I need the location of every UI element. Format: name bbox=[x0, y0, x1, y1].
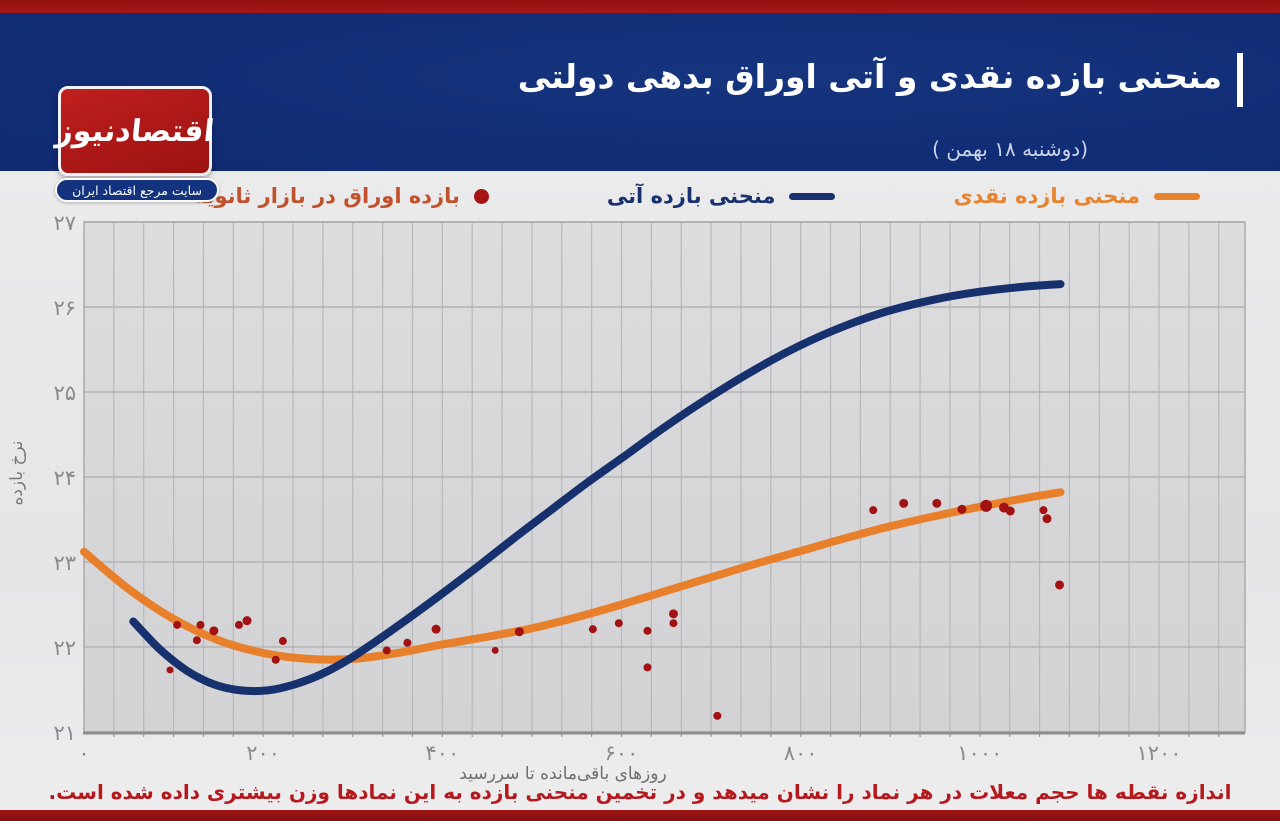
svg-text:۲۵: ۲۵ bbox=[53, 381, 76, 405]
page-title: منحنی بازده نقدی و آتی اوراق بدهی دولتی bbox=[517, 57, 1222, 96]
title-accent-bar bbox=[1237, 53, 1243, 107]
svg-text:۲۳: ۲۳ bbox=[53, 551, 76, 575]
svg-text:۲۷: ۲۷ bbox=[53, 215, 76, 235]
chart-footnote: اندازه نقطه ها حجم معلات در هر نماد را ن… bbox=[48, 780, 1232, 804]
svg-text:۴۰۰: ۴۰۰ bbox=[425, 741, 459, 765]
legend-label-secondary-market: بازده اوراق در بازار ثانویه bbox=[193, 184, 460, 208]
svg-text:۶۰۰: ۶۰۰ bbox=[605, 741, 639, 765]
legend: منحنی بازده نقدی منحنی بازده آتی بازده ا… bbox=[0, 176, 1240, 216]
logo-tagline: سایت مرجع اقتصاد ایران bbox=[72, 182, 202, 198]
logo-text: اقتصادنیوز bbox=[54, 113, 216, 149]
svg-text:۲۲: ۲۲ bbox=[53, 636, 76, 660]
date-label: (دوشنبه ۱۸ بهمن ) bbox=[932, 137, 1088, 161]
svg-text:روزهای باقی‌مانده تا سررسید: روزهای باقی‌مانده تا سررسید bbox=[459, 764, 666, 784]
logo: اقتصادنیوز bbox=[54, 86, 216, 176]
svg-text:۲۶: ۲۶ bbox=[53, 296, 76, 320]
top-red-strip bbox=[0, 0, 1280, 13]
logo-tagline-pill: سایت مرجع اقتصاد ایران bbox=[55, 178, 219, 202]
svg-text:۲۴: ۲۴ bbox=[53, 466, 76, 490]
legend-label-cash-curve: منحنی بازده نقدی bbox=[953, 184, 1140, 208]
legend-item-forward-curve: منحنی بازده آتی bbox=[607, 184, 836, 208]
header-banner: منحنی بازده نقدی و آتی اوراق بدهی دولتی … bbox=[0, 13, 1280, 171]
svg-text:۸۰۰: ۸۰۰ bbox=[784, 741, 818, 765]
svg-text:۱۲۰۰: ۱۲۰۰ bbox=[1136, 741, 1181, 765]
legend-item-secondary-market: بازده اوراق در بازار ثانویه bbox=[194, 184, 489, 208]
legend-label-forward-curve: منحنی بازده آتی bbox=[606, 184, 776, 208]
svg-text:۲۱: ۲۱ bbox=[53, 721, 76, 745]
svg-text:۱۰۰۰: ۱۰۰۰ bbox=[957, 741, 1002, 765]
chart-canvas: ۲۱ ۲۲ ۲۳ ۲۴ ۲۵ ۲۶ ۲۷ ۰ ۲۰۰ ۴۰۰ ۶۰۰ ۸۰۰ ۱۰۰۰ ۱۲۰۰ روزها… bbox=[7, 211, 1246, 784]
svg-text:۰: ۰ bbox=[78, 741, 89, 765]
yield-curve-chart: ۲۱ ۲۲ ۲۳ ۲۴ ۲۵ ۲۶ ۲۷ ۰ ۲۰۰ ۴۰۰ ۶۰۰ ۸۰۰ ۱۰۰۰ ۱۲۰۰ روزها… bbox=[0, 211, 1280, 785]
secondary-market-dot-swatch bbox=[473, 188, 489, 204]
legend-item-cash-curve: منحنی بازده نقدی bbox=[953, 184, 1200, 208]
bottom-red-bar bbox=[0, 810, 1280, 821]
svg-text:نرخ بازده: نرخ بازده bbox=[7, 440, 27, 505]
cash-curve-line-swatch bbox=[1154, 192, 1200, 200]
forward-curve-line-swatch bbox=[789, 192, 836, 200]
svg-text:۲۰۰: ۲۰۰ bbox=[246, 741, 280, 765]
